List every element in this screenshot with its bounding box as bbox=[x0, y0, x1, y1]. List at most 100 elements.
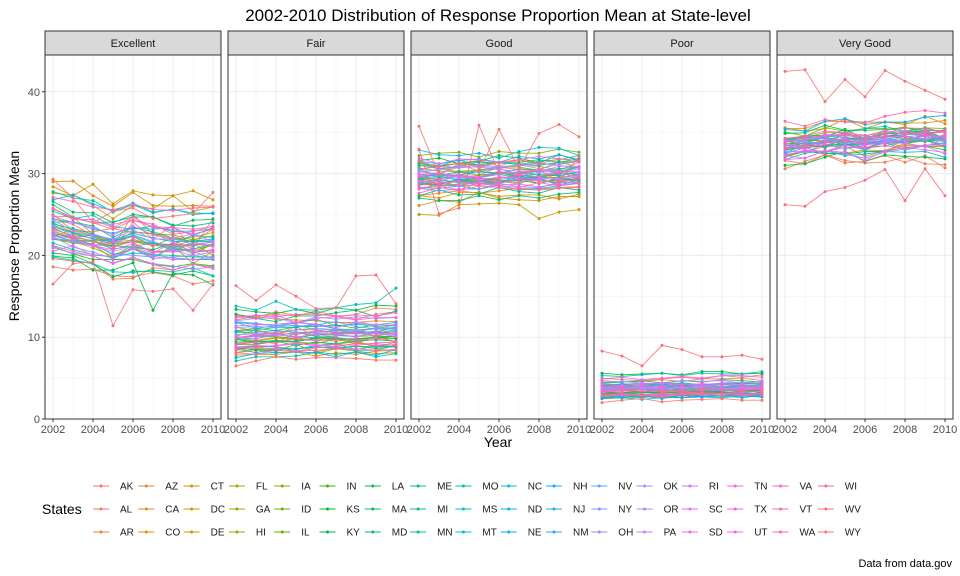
series-ma bbox=[417, 190, 581, 203]
data-point bbox=[417, 187, 421, 191]
panel-good: Good 2002 2004 2006 2008 2010 bbox=[407, 30, 591, 436]
x-axis-title: Year bbox=[484, 434, 513, 450]
legend-label: KS bbox=[347, 505, 361, 516]
data-point bbox=[191, 248, 195, 252]
data-point bbox=[557, 157, 561, 161]
data-point bbox=[760, 393, 764, 397]
data-point bbox=[394, 323, 398, 327]
data-point bbox=[51, 177, 55, 181]
data-point bbox=[823, 155, 827, 159]
data-point bbox=[51, 282, 55, 286]
data-point bbox=[537, 168, 541, 171]
data-point bbox=[843, 120, 847, 124]
series-wy bbox=[51, 177, 215, 225]
data-point bbox=[91, 194, 95, 198]
data-point bbox=[394, 311, 398, 315]
data-point bbox=[171, 287, 175, 291]
data-point bbox=[783, 167, 787, 171]
data-point bbox=[234, 333, 238, 337]
data-point bbox=[417, 213, 421, 216]
data-point bbox=[131, 228, 135, 232]
data-point bbox=[843, 145, 847, 149]
legend-item-tn: TN bbox=[727, 482, 768, 493]
data-point bbox=[823, 141, 827, 145]
x-tick-label: 2010 bbox=[750, 424, 774, 436]
data-point bbox=[557, 123, 561, 126]
data-point bbox=[234, 336, 238, 340]
data-point bbox=[151, 217, 155, 221]
data-point bbox=[923, 109, 927, 113]
data-point bbox=[111, 227, 115, 231]
data-point bbox=[720, 374, 724, 378]
data-point bbox=[803, 141, 807, 144]
series-tx bbox=[234, 313, 398, 324]
data-point bbox=[71, 216, 75, 220]
data-point bbox=[620, 379, 624, 383]
data-point bbox=[823, 129, 827, 133]
data-point bbox=[883, 144, 887, 148]
data-point bbox=[111, 220, 115, 224]
legend-label: NY bbox=[618, 505, 632, 516]
legend-key-point bbox=[824, 530, 828, 534]
data-point bbox=[374, 303, 378, 307]
data-point bbox=[354, 313, 358, 317]
data-point bbox=[171, 228, 175, 232]
data-point bbox=[171, 204, 175, 208]
data-point bbox=[577, 188, 581, 192]
legend-key-point bbox=[235, 507, 239, 511]
data-point bbox=[883, 134, 887, 138]
data-point bbox=[354, 347, 358, 351]
data-point bbox=[51, 224, 55, 228]
legend-label: ND bbox=[528, 505, 542, 516]
data-point bbox=[577, 135, 581, 139]
data-point bbox=[640, 389, 644, 393]
legend-item-ma: MA bbox=[364, 505, 407, 516]
data-point bbox=[91, 199, 95, 203]
legend-key-point bbox=[280, 484, 284, 488]
series-wi bbox=[783, 126, 947, 140]
legend-item-wy: WY bbox=[817, 528, 861, 539]
data-point bbox=[151, 210, 155, 214]
data-point bbox=[171, 214, 175, 218]
data-point bbox=[334, 356, 338, 360]
legend-key-point bbox=[733, 530, 737, 534]
data-point bbox=[394, 333, 398, 337]
data-point bbox=[863, 121, 867, 125]
data-point bbox=[211, 198, 215, 202]
data-point bbox=[600, 387, 604, 391]
data-point bbox=[823, 135, 827, 139]
x-tick-label: 2004 bbox=[813, 424, 837, 436]
data-point bbox=[51, 195, 55, 199]
data-point bbox=[680, 396, 684, 400]
data-point bbox=[660, 400, 664, 404]
data-point bbox=[863, 133, 867, 137]
data-point bbox=[314, 312, 318, 316]
data-point bbox=[417, 156, 421, 160]
data-point bbox=[51, 244, 55, 248]
data-point bbox=[274, 331, 278, 335]
data-point bbox=[374, 323, 378, 327]
series-vt bbox=[51, 195, 215, 212]
data-point bbox=[151, 193, 155, 197]
legend-label: DC bbox=[211, 505, 225, 516]
data-point bbox=[394, 330, 398, 334]
data-point bbox=[457, 170, 461, 174]
data-point bbox=[111, 237, 115, 241]
data-point bbox=[374, 316, 378, 320]
data-point bbox=[600, 374, 604, 378]
legend-key-point bbox=[824, 484, 828, 488]
legend-item-vt: VT bbox=[772, 505, 812, 516]
series-vt bbox=[783, 109, 947, 128]
data-point bbox=[131, 276, 135, 280]
data-point bbox=[783, 141, 787, 144]
legend-key-point bbox=[597, 530, 601, 534]
data-point bbox=[191, 258, 195, 261]
x-tick-label: 2008 bbox=[893, 424, 917, 436]
data-point bbox=[783, 153, 787, 157]
legend-key-point bbox=[643, 530, 647, 534]
data-point bbox=[437, 156, 441, 160]
series-wy bbox=[417, 123, 581, 177]
data-point bbox=[843, 161, 847, 165]
data-point bbox=[254, 359, 258, 363]
data-point bbox=[274, 343, 278, 347]
